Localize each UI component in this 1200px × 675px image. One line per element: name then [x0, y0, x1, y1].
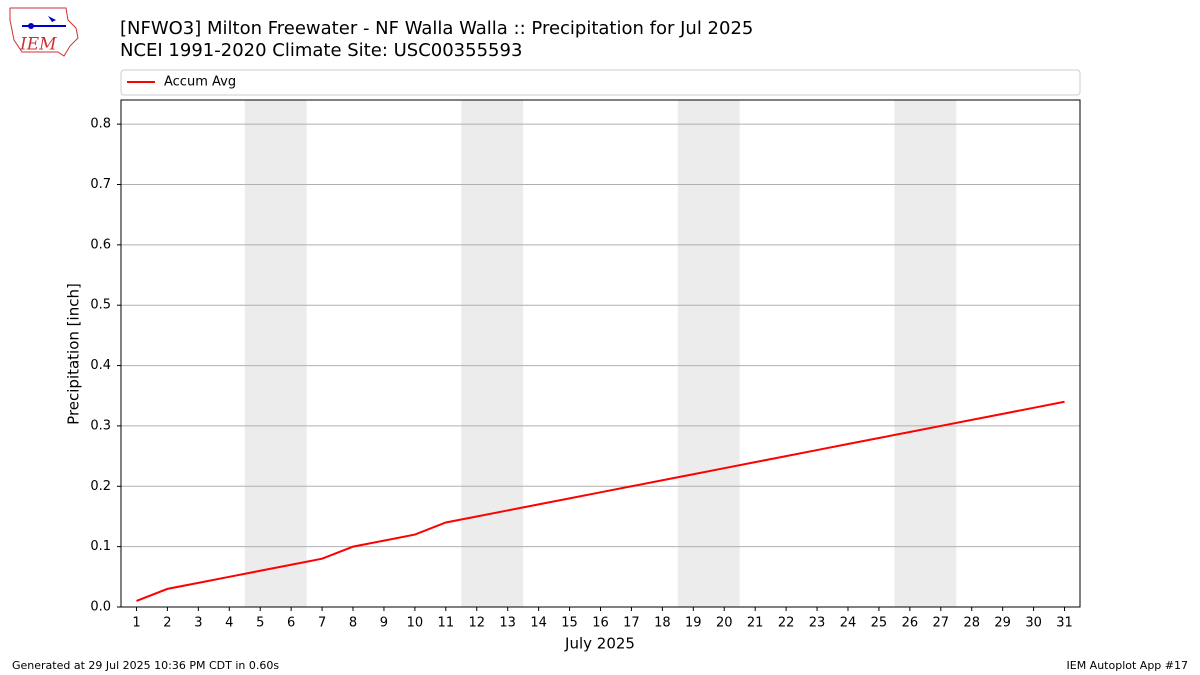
- y-tick-label: 0.1: [90, 539, 111, 554]
- y-tick-label: 0.7: [90, 177, 111, 192]
- series-line: [136, 400, 1065, 602]
- plot-frame: [120, 99, 1081, 608]
- logo: IEM: [9, 7, 79, 57]
- x-tick-label: 27: [933, 616, 950, 631]
- x-tick-label: 24: [840, 616, 857, 631]
- x-tick-label: 23: [809, 616, 826, 631]
- chart-subtitle: NCEI 1991-2020 Climate Site: USC00355593: [120, 40, 522, 61]
- x-tick-label: 4: [225, 616, 233, 631]
- x-tick-label: 2: [163, 616, 171, 631]
- x-tick-label: 21: [747, 616, 764, 631]
- x-tick-label: 5: [256, 616, 264, 631]
- y-tick-label: 0.3: [90, 418, 111, 433]
- x-tick-label: 1: [132, 616, 140, 631]
- chart-title: [NFWO3] Milton Freewater - NF Walla Wall…: [120, 18, 753, 39]
- x-tick-label: 25: [871, 616, 888, 631]
- x-tick-label: 14: [530, 616, 547, 631]
- x-tick-label: 16: [592, 616, 609, 631]
- footer-left: Generated at 29 Jul 2025 10:36 PM CDT in…: [12, 659, 279, 672]
- x-tick-label: 3: [194, 616, 202, 631]
- x-tick-label: 17: [623, 616, 640, 631]
- x-tick-label: 29: [994, 616, 1011, 631]
- y-tick-label: 0.5: [90, 298, 111, 313]
- x-tick-label: 7: [318, 616, 326, 631]
- x-tick-label: 11: [438, 616, 455, 631]
- legend-label: Accum Avg: [164, 75, 236, 90]
- x-tick-label: 12: [468, 616, 485, 631]
- x-tick-label: 9: [380, 616, 388, 631]
- logo-text: IEM: [19, 35, 57, 55]
- x-tick-label: 20: [716, 616, 733, 631]
- x-tick-label: 19: [685, 616, 702, 631]
- x-tick-label: 30: [1025, 616, 1042, 631]
- x-tick-label: 28: [963, 616, 980, 631]
- weekend-band: [677, 100, 740, 607]
- weekend-band: [244, 100, 307, 607]
- x-tick-label: 10: [407, 616, 424, 631]
- y-tick-label: 0.2: [90, 479, 111, 494]
- x-tick-label: 15: [561, 616, 578, 631]
- weekend-band: [461, 100, 524, 607]
- x-tick-label: 31: [1056, 616, 1073, 631]
- footer-right: IEM Autoplot App #17: [1067, 659, 1189, 672]
- y-axis-label: Precipitation [inch]: [65, 283, 83, 425]
- weekend-band: [894, 100, 957, 607]
- y-tick-label: 0.6: [90, 237, 111, 252]
- y-tick-label: 0.4: [90, 358, 111, 373]
- x-tick-label: 26: [902, 616, 919, 631]
- y-tick-label: 0.8: [90, 117, 111, 132]
- x-tick-label: 6: [287, 616, 295, 631]
- x-tick-label: 13: [499, 616, 516, 631]
- y-tick-label: 0.0: [90, 600, 111, 615]
- x-tick-label: 8: [349, 616, 357, 631]
- x-tick-label: 18: [654, 616, 671, 631]
- x-axis-label: July 2025: [564, 635, 635, 653]
- x-tick-label: 22: [778, 616, 795, 631]
- legend-box: [120, 69, 1081, 96]
